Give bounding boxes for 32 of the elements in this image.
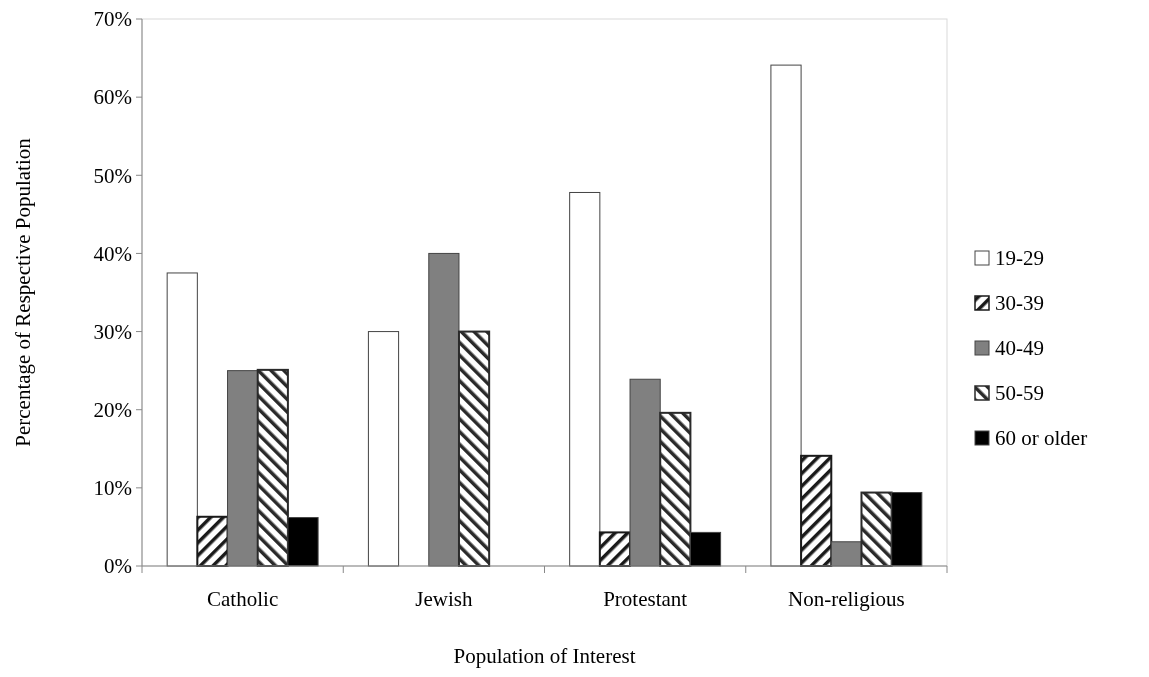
y-axis-title: Percentage of Respective Population bbox=[11, 137, 35, 447]
legend-label: 19-29 bbox=[995, 246, 1044, 271]
bar bbox=[196, 515, 229, 567]
y-tick-label: 20% bbox=[93, 398, 132, 423]
x-axis-title: Population of Interest bbox=[453, 644, 636, 668]
x-tick-label: Non-religious bbox=[788, 587, 905, 611]
y-tick-label: 30% bbox=[93, 319, 132, 344]
y-tick-label: 60% bbox=[93, 85, 132, 110]
legend-label: 60 or older bbox=[995, 426, 1088, 451]
y-tick-label: 10% bbox=[93, 476, 132, 501]
bar bbox=[367, 331, 400, 567]
bar bbox=[770, 64, 802, 567]
y-tick-label: 0% bbox=[104, 554, 132, 579]
bar bbox=[860, 491, 893, 567]
bar bbox=[891, 492, 923, 567]
y-tick-label: 50% bbox=[93, 163, 132, 188]
y-tick-label: 70% bbox=[93, 7, 132, 32]
bar bbox=[800, 454, 833, 567]
legend-label: 50-59 bbox=[995, 381, 1044, 406]
bar bbox=[287, 517, 319, 567]
x-tick-label: Protestant bbox=[603, 587, 688, 611]
x-tick-label: Catholic bbox=[207, 587, 279, 611]
legend-label: 40-49 bbox=[995, 336, 1044, 361]
bar bbox=[166, 272, 198, 567]
bar bbox=[569, 191, 601, 567]
bar bbox=[457, 330, 491, 567]
y-tick-label: 40% bbox=[93, 241, 132, 266]
bar bbox=[689, 531, 722, 567]
x-tick-label: Jewish bbox=[415, 587, 473, 611]
bar bbox=[256, 368, 289, 567]
legend-label: 30-39 bbox=[995, 291, 1044, 316]
bar bbox=[659, 411, 692, 567]
